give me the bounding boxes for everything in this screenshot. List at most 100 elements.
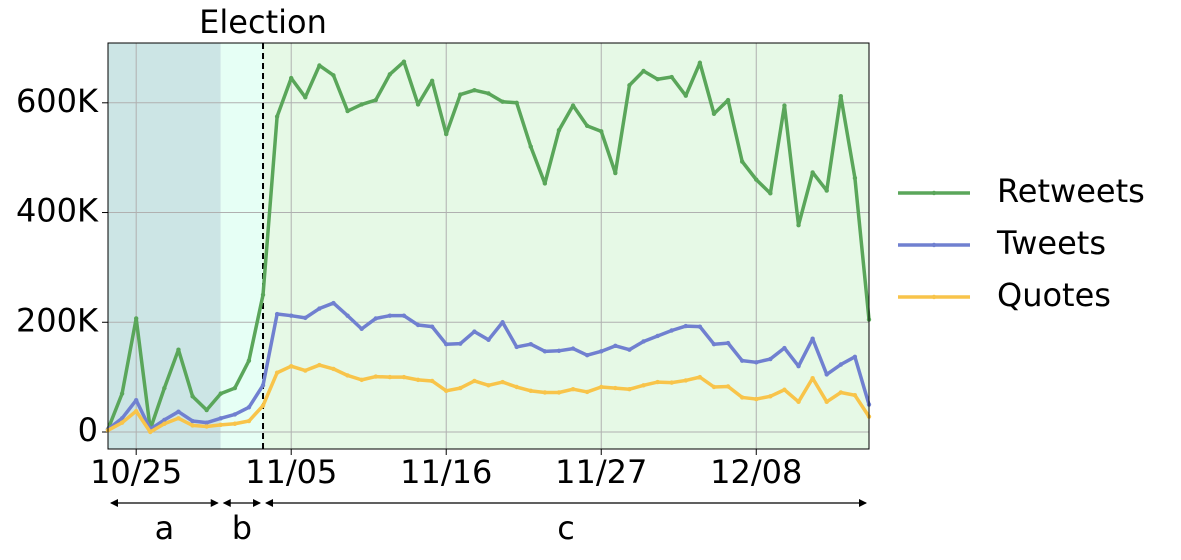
point (289, 313, 294, 318)
point (754, 396, 759, 402)
point (162, 385, 167, 391)
point (218, 422, 223, 428)
point (697, 374, 703, 380)
point (500, 320, 505, 325)
point (599, 349, 604, 354)
point (768, 394, 773, 399)
point (711, 384, 717, 390)
point (739, 358, 745, 363)
point (176, 416, 181, 421)
point (472, 378, 477, 384)
point (542, 349, 548, 354)
point (303, 368, 308, 373)
point (303, 95, 308, 100)
point (796, 399, 801, 405)
point (782, 345, 787, 351)
x-tick-label: 11/16 (400, 453, 492, 491)
x-tick-label: 11/27 (555, 453, 647, 491)
point (204, 420, 209, 425)
point (218, 391, 223, 396)
point (739, 159, 745, 164)
point (119, 391, 125, 396)
point (260, 292, 266, 298)
point (627, 83, 632, 88)
point (458, 385, 463, 391)
point (162, 421, 167, 426)
point (190, 394, 195, 399)
point (190, 423, 195, 428)
point (429, 378, 435, 384)
point (782, 387, 787, 392)
arrow-head (222, 499, 262, 507)
point (444, 342, 449, 347)
point (373, 374, 378, 379)
point (613, 170, 618, 176)
point (119, 420, 125, 425)
point (373, 97, 378, 103)
point (162, 417, 167, 423)
point (556, 390, 562, 395)
point (683, 323, 688, 329)
point (289, 75, 294, 81)
point (641, 68, 646, 74)
point (514, 100, 519, 106)
phase-label: b (232, 509, 252, 547)
point (176, 409, 181, 414)
point (669, 328, 674, 333)
point (768, 356, 773, 362)
legend-label: Retweets (997, 172, 1145, 210)
point (246, 405, 252, 410)
point (599, 129, 604, 134)
point (472, 329, 477, 334)
point (782, 103, 787, 108)
y-tick-label: 600K (16, 82, 99, 120)
phase-region (108, 43, 221, 449)
point (725, 97, 731, 103)
legend-label: Quotes (997, 276, 1111, 314)
point (401, 374, 407, 380)
point (810, 170, 815, 175)
point (627, 347, 632, 352)
x-tick-label: 10/25 (90, 453, 182, 491)
point (584, 352, 590, 358)
point (711, 342, 717, 347)
point (387, 72, 393, 77)
y-tick-label: 200K (16, 301, 99, 339)
annotation: Election (199, 3, 327, 41)
point (232, 385, 238, 391)
point (500, 99, 505, 104)
point (444, 131, 449, 137)
point (387, 313, 393, 318)
point (711, 111, 717, 116)
phase-region (263, 43, 869, 449)
point (824, 188, 829, 193)
point (486, 337, 491, 343)
point (570, 346, 576, 351)
legend-marker (931, 242, 937, 248)
point (289, 363, 294, 369)
point (838, 390, 844, 395)
point (697, 324, 703, 329)
point (331, 366, 336, 372)
x-tick-label: 11/05 (245, 453, 337, 491)
point (232, 412, 238, 417)
phase-label: c (557, 509, 575, 547)
point (528, 144, 533, 149)
point (725, 384, 731, 389)
point (133, 397, 139, 403)
point (176, 347, 181, 352)
point (500, 379, 505, 385)
point (725, 340, 731, 346)
point (218, 416, 223, 421)
point (232, 421, 238, 426)
point (838, 362, 844, 367)
point (260, 383, 266, 388)
point (556, 128, 562, 133)
phase-label: a (155, 509, 175, 547)
point (810, 336, 815, 341)
point (584, 123, 590, 129)
point (852, 354, 858, 360)
point (768, 191, 773, 196)
point (655, 333, 660, 339)
